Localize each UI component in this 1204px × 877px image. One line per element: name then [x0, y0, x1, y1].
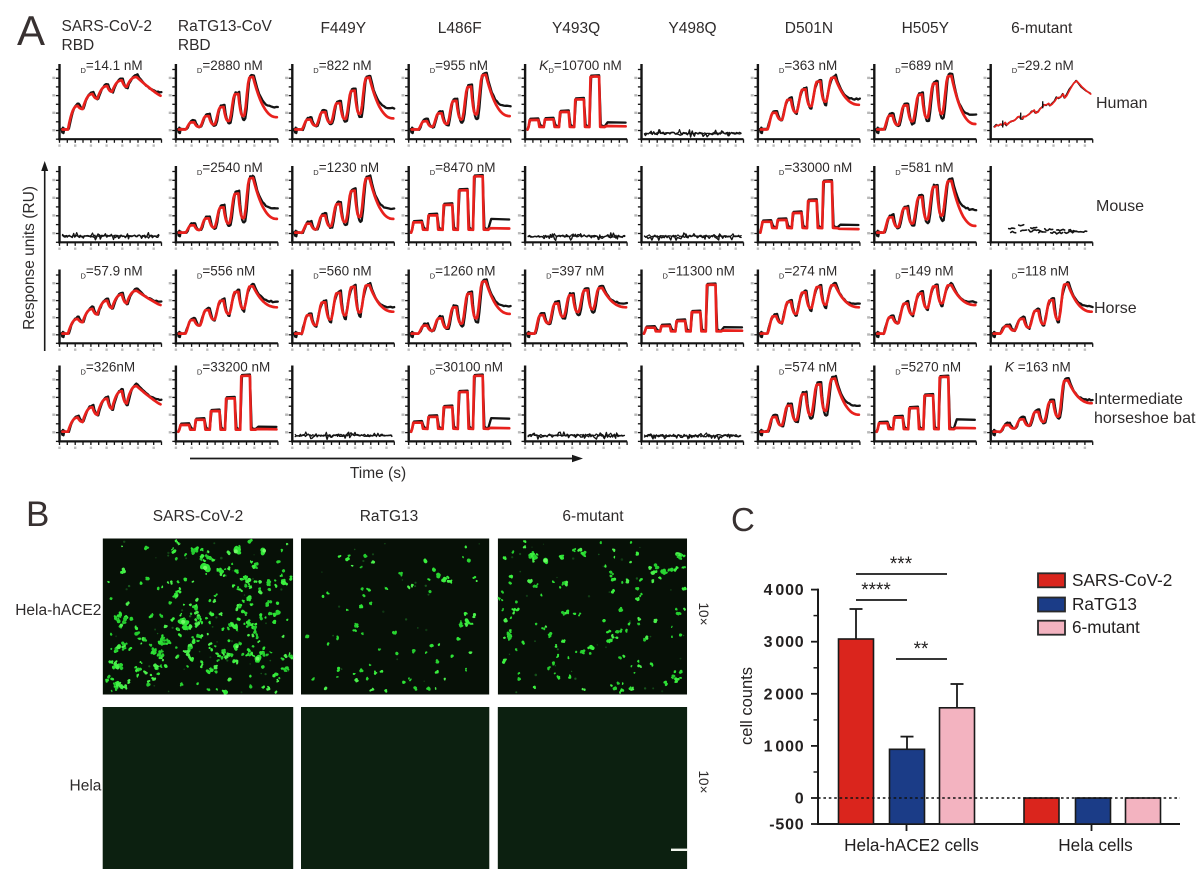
svg-text:C: C [731, 501, 755, 538]
svg-text:SARS-CoV-2: SARS-CoV-2 [153, 508, 243, 525]
svg-text:K =163 nM: K =163 nM [1005, 358, 1071, 374]
svg-text:Hela-hACE2 cells: Hela-hACE2 cells [844, 835, 979, 855]
svg-text:Response units (RU): Response units (RU) [21, 186, 38, 330]
svg-text:SARS-CoV-2: SARS-CoV-2 [62, 18, 152, 35]
svg-text:Y493Q: Y493Q [552, 20, 600, 37]
svg-text:6-mutant: 6-mutant [562, 508, 624, 525]
svg-text:D=1230 nM: D=1230 nM [313, 160, 379, 177]
svg-text:Horse: Horse [1094, 300, 1137, 317]
svg-text:D=57.9 nM: D=57.9 nM [81, 263, 143, 280]
svg-text:RaTG13: RaTG13 [360, 508, 419, 525]
svg-text:cell counts: cell counts [738, 667, 756, 745]
svg-text:Mouse: Mouse [1096, 198, 1144, 215]
svg-text:1 000: 1 000 [764, 738, 805, 755]
svg-text:0: 0 [795, 791, 805, 808]
svg-text:D=560 nM: D=560 nM [313, 263, 371, 280]
svg-text:D=955 nM: D=955 nM [430, 58, 488, 75]
svg-text:Hela-hACE2: Hela-hACE2 [15, 602, 101, 619]
svg-text:6-mutant: 6-mutant [1011, 20, 1073, 37]
svg-text:Hela: Hela [70, 778, 102, 795]
svg-text:**: ** [914, 639, 929, 660]
svg-text:6-mutant: 6-mutant [1072, 617, 1140, 637]
svg-text:D501N: D501N [785, 20, 833, 37]
svg-text:RaTG13-CoV: RaTG13-CoV [178, 18, 273, 35]
svg-text:D=33000 nM: D=33000 nM [779, 160, 852, 177]
svg-text:10×: 10× [696, 603, 711, 626]
svg-text:D=2540 nM: D=2540 nM [197, 160, 263, 177]
svg-text:****: **** [861, 580, 891, 601]
svg-text:RBD: RBD [178, 37, 211, 54]
svg-text:D=689 nM: D=689 nM [895, 58, 953, 75]
svg-text:H505Y: H505Y [902, 20, 949, 37]
svg-text:D=8470 nM: D=8470 nM [430, 160, 496, 177]
svg-text:A: A [17, 7, 45, 54]
svg-text:RBD: RBD [62, 37, 95, 54]
svg-text:D=274 nM: D=274 nM [779, 263, 837, 280]
svg-text:Y498Q: Y498Q [668, 20, 716, 37]
svg-text:D=581 nM: D=581 nM [895, 160, 953, 177]
svg-text:D=14.1 nM: D=14.1 nM [81, 58, 143, 75]
svg-text:Hela cells: Hela cells [1058, 835, 1133, 855]
svg-text:3 000: 3 000 [764, 634, 805, 651]
svg-text:KD=10700 nM: KD=10700 nM [539, 57, 622, 75]
svg-text:4 000: 4 000 [764, 582, 805, 599]
svg-text:D=822 nM: D=822 nM [313, 58, 371, 75]
svg-text:D=1260 nM: D=1260 nM [430, 263, 496, 280]
svg-text:horseshoe bat: horseshoe bat [1094, 410, 1196, 427]
svg-text:D=11300 nM: D=11300 nM [663, 263, 735, 280]
svg-text:L486F: L486F [438, 20, 482, 37]
svg-text:D=118 nM: D=118 nM [1012, 263, 1069, 280]
svg-text:D=149 nM: D=149 nM [895, 263, 953, 280]
svg-text:10×: 10× [696, 771, 711, 794]
svg-text:Human: Human [1096, 95, 1148, 112]
svg-text:***: *** [890, 554, 913, 575]
svg-text:D=2880 nM: D=2880 nM [197, 58, 263, 75]
svg-text:D=33200 nM: D=33200 nM [197, 359, 270, 376]
svg-text:RaTG13: RaTG13 [1072, 594, 1137, 614]
svg-text:D=574 nM: D=574 nM [779, 359, 837, 376]
svg-text:SARS-CoV-2: SARS-CoV-2 [1072, 570, 1172, 590]
svg-text:2 000: 2 000 [764, 686, 805, 703]
svg-text:D=556 nM: D=556 nM [197, 263, 255, 280]
svg-text:D=397 nM: D=397 nM [546, 263, 604, 280]
svg-text:D=29.2 nM: D=29.2 nM [1012, 58, 1074, 75]
svg-text:D=363 nM: D=363 nM [779, 58, 837, 75]
svg-text:D=5270 nM: D=5270 nM [895, 359, 961, 376]
svg-text:-500: -500 [769, 817, 804, 834]
svg-text:B: B [26, 495, 49, 534]
svg-text:F449Y: F449Y [320, 20, 366, 37]
svg-text:Intermediate: Intermediate [1094, 391, 1183, 408]
svg-text:D=30100 nM: D=30100 nM [430, 359, 503, 376]
svg-text:Time (s): Time (s) [350, 465, 406, 482]
svg-text:D=326nM: D=326nM [81, 359, 136, 376]
